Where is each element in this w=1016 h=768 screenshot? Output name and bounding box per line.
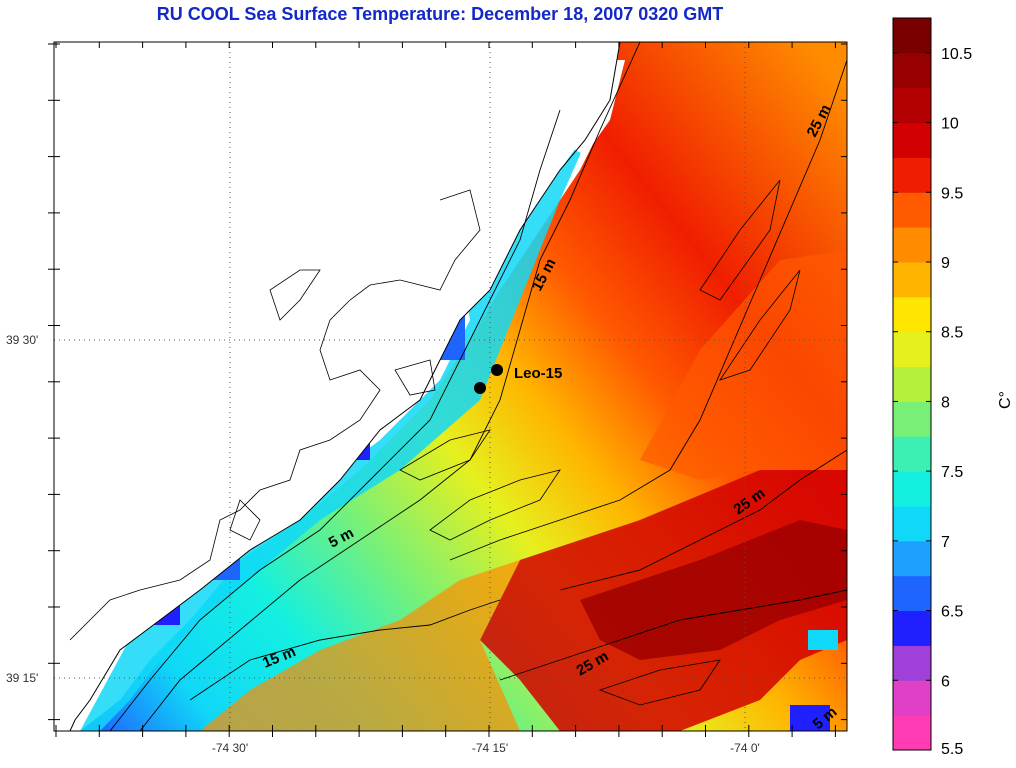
colorbar-tick-label: 6 bbox=[941, 673, 950, 690]
contour-5m bbox=[109, 109, 561, 731]
contour-25m-south bbox=[499, 589, 847, 681]
colorbar-band bbox=[893, 262, 931, 298]
y-tick-label: 39 30' bbox=[6, 333, 38, 347]
station-label: Leo-15 bbox=[514, 365, 562, 382]
axis-ticks bbox=[48, 42, 847, 737]
colorbar-band bbox=[893, 506, 931, 542]
colorbar-band bbox=[893, 366, 931, 402]
colorbar-tick-label: 9 bbox=[941, 255, 950, 272]
colorbar-band bbox=[893, 540, 931, 577]
colorbar-unit: C° bbox=[997, 391, 1014, 409]
colorbar-band bbox=[893, 680, 931, 716]
coastline bbox=[69, 42, 621, 731]
colorbar-tick-label: 7 bbox=[941, 534, 950, 551]
x-tick-label: -74 30' bbox=[212, 741, 248, 755]
cold-pixel-block bbox=[808, 630, 838, 650]
station-marker[interactable] bbox=[491, 364, 503, 376]
x-tick-label: -74 15' bbox=[472, 741, 508, 755]
contour-ridge bbox=[399, 179, 801, 706]
colorbar-tick-label: 6.5 bbox=[941, 604, 963, 621]
map-frame bbox=[53, 41, 848, 732]
coastline-inner bbox=[69, 189, 481, 641]
warm-core-dark bbox=[580, 520, 847, 660]
colorbar-band bbox=[893, 645, 931, 681]
colorbar-frame bbox=[892, 17, 932, 751]
colorbar-band bbox=[893, 227, 931, 263]
land bbox=[54, 42, 620, 731]
colorbar-band bbox=[893, 157, 931, 193]
colorbar-band bbox=[893, 610, 931, 646]
colorbar-band bbox=[893, 331, 931, 368]
gridlines bbox=[54, 42, 847, 731]
colorbar-tick-label: 7.5 bbox=[941, 464, 963, 481]
warm-east-band bbox=[640, 250, 847, 480]
warm-southwest-band bbox=[200, 560, 520, 731]
x-tick-label: -74 0' bbox=[730, 741, 760, 755]
colorbar-band bbox=[893, 52, 931, 89]
map-title: RU COOL Sea Surface Temperature: Decembe… bbox=[156, 4, 724, 24]
colorbar-band bbox=[893, 471, 931, 507]
y-tick-label: 39 15' bbox=[6, 671, 38, 685]
colorbar-tick-label: 9.5 bbox=[941, 185, 963, 202]
cold-pixel-block bbox=[790, 705, 830, 731]
colorbar-tick-label: 8 bbox=[941, 394, 950, 411]
colorbar-band bbox=[893, 401, 931, 437]
colorbar-band bbox=[893, 192, 931, 228]
colorbar-tick-label: 10 bbox=[941, 116, 959, 133]
contour-15m-south bbox=[189, 599, 501, 701]
colorbar-band bbox=[893, 436, 931, 472]
contour-25m-east bbox=[559, 449, 847, 591]
colorbar-band bbox=[893, 18, 931, 54]
colorbar-band bbox=[893, 715, 931, 751]
colorbar-band bbox=[893, 87, 931, 124]
contour-25m bbox=[449, 59, 847, 561]
colorbar-band bbox=[893, 296, 931, 333]
colorbar-band bbox=[893, 575, 931, 612]
colorbar-tick-label: 8.5 bbox=[941, 325, 963, 342]
colorbar-band bbox=[893, 122, 931, 158]
colorbar-tick-label: 10.5 bbox=[941, 46, 972, 63]
station-marker[interactable] bbox=[474, 382, 486, 394]
colorbar-tick-label: 5.5 bbox=[941, 741, 963, 758]
